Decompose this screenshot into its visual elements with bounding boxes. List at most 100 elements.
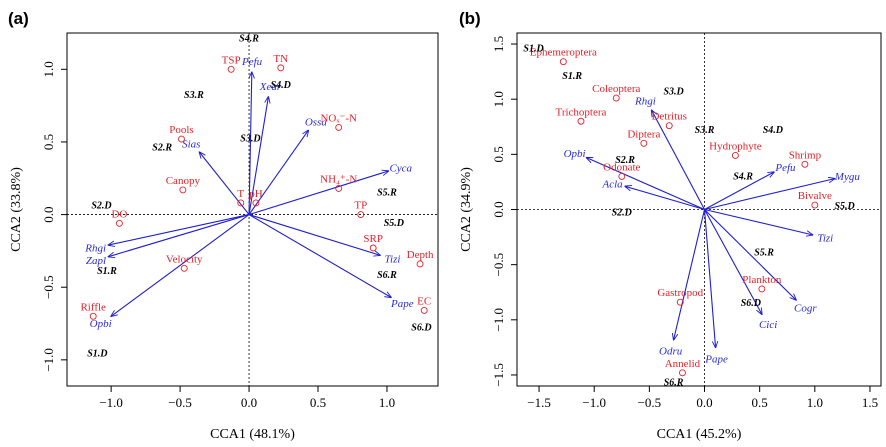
species-label-tizi: Tizi bbox=[817, 232, 833, 244]
env-marker bbox=[577, 117, 585, 125]
x-tick-label: −0.5 bbox=[168, 395, 192, 410]
site-label-s4-r: S4.R bbox=[733, 171, 753, 182]
species-label-odru: Odru bbox=[659, 345, 683, 357]
species-arrow-pefu bbox=[249, 72, 252, 215]
env-marker bbox=[277, 64, 285, 72]
env-marker bbox=[612, 94, 620, 102]
y-axis-title: CCA2 (34.9%) bbox=[459, 167, 474, 252]
species-arrow-tizi bbox=[248, 214, 380, 256]
site-label-s6-r: S6.R bbox=[377, 270, 397, 281]
env-marker bbox=[758, 285, 766, 293]
env-label: Odonate bbox=[603, 161, 640, 173]
env-label: Bivalve bbox=[798, 190, 832, 202]
site-label-s5-d: S5.D bbox=[384, 218, 404, 229]
env-marker bbox=[640, 139, 648, 147]
env-marker bbox=[335, 184, 343, 192]
env-label: Shrimp bbox=[789, 149, 822, 161]
species-arrow-xear bbox=[248, 97, 268, 215]
x-tick-label: −1.0 bbox=[99, 395, 123, 410]
y-axis-title: CCA2 (33.8%) bbox=[9, 167, 24, 252]
species-label-zapl: Zapl bbox=[86, 255, 106, 267]
site-label-s6-d: S6.D bbox=[411, 322, 431, 333]
species-label-pefu: Pefu bbox=[241, 56, 263, 68]
site-label-s2-r: S2.R bbox=[152, 142, 172, 153]
site-label-s3-r: S3.R bbox=[695, 125, 715, 136]
site-label-s6-r: S6.R bbox=[664, 378, 684, 389]
species-arrow-rhgi bbox=[108, 214, 250, 246]
species-label-cyca: Cyca bbox=[389, 163, 412, 175]
panel-letter: (a) bbox=[8, 9, 29, 28]
species-arrow-mygu bbox=[704, 179, 835, 211]
env-label: NH₄⁺-N bbox=[320, 173, 357, 185]
env-label: Depth bbox=[407, 249, 434, 261]
env-marker bbox=[665, 122, 673, 130]
site-label-s5-d: S5.D bbox=[834, 201, 854, 212]
species-arrow-cici bbox=[704, 209, 762, 315]
x-tick-label: −1.5 bbox=[527, 395, 551, 410]
site-label-s1-r: S1.R bbox=[562, 71, 582, 82]
x-tick-label: 1.0 bbox=[807, 395, 823, 410]
env-label: DO bbox=[111, 208, 127, 220]
y-tick-label: 0.5 bbox=[41, 134, 56, 150]
y-tick-label: 1.5 bbox=[491, 36, 506, 52]
env-marker bbox=[420, 307, 428, 314]
y-tick-label: −0.5 bbox=[41, 275, 56, 299]
env-marker bbox=[357, 211, 365, 219]
species-arrow-opbi bbox=[111, 214, 250, 317]
site-label-s4-d: S4.D bbox=[763, 125, 783, 136]
env-marker bbox=[179, 186, 187, 194]
species-label-sias: Sias bbox=[182, 139, 200, 151]
env-label: Detritus bbox=[651, 111, 686, 123]
env-marker bbox=[811, 201, 819, 209]
site-label-s5-r: S5.R bbox=[754, 247, 774, 258]
env-label: Gastropod bbox=[657, 287, 703, 299]
env-label: TP bbox=[354, 200, 367, 212]
species-arrow-zapl bbox=[108, 214, 250, 257]
species-label-rhgi: Rhgi bbox=[84, 242, 106, 254]
panel-letter: (b) bbox=[459, 9, 481, 28]
env-marker bbox=[618, 172, 626, 180]
species-label-rhgi: Rhgi bbox=[634, 96, 656, 108]
y-tick-label: 1.0 bbox=[41, 61, 56, 77]
species-arrow-opbi bbox=[586, 158, 705, 211]
env-label: Plankton bbox=[742, 274, 782, 286]
site-label-s1-d: S1.D bbox=[87, 349, 107, 360]
env-label: Velocity bbox=[166, 253, 203, 265]
env-label: SRP bbox=[363, 233, 383, 245]
env-marker bbox=[369, 244, 377, 252]
species-label-opbi: Opbi bbox=[90, 318, 112, 330]
env-marker bbox=[252, 199, 260, 207]
env-label: Trichoptera bbox=[556, 106, 607, 118]
env-marker bbox=[559, 58, 567, 66]
env-marker bbox=[335, 123, 343, 131]
site-label-s1-d: S1.D bbox=[523, 43, 543, 54]
env-marker bbox=[115, 219, 123, 227]
species-arrow-tizi bbox=[704, 208, 813, 235]
species-arrow-acla bbox=[625, 186, 705, 211]
x-axis-title: CCA1 (48.1%) bbox=[210, 427, 295, 442]
species-arrow-ossa bbox=[248, 130, 308, 215]
species-arrow-rhgi bbox=[652, 110, 706, 210]
species-arrow-pape bbox=[703, 209, 716, 348]
site-label-s3-d: S3.D bbox=[240, 134, 260, 145]
species-label-mygu: Mygu bbox=[834, 171, 861, 183]
species-arrow-odru bbox=[674, 209, 706, 340]
x-tick-label: 1.5 bbox=[862, 395, 878, 410]
y-tick-label: 0.0 bbox=[491, 201, 506, 217]
env-label: Coleoptera bbox=[592, 83, 640, 95]
y-tick-label: 1.0 bbox=[491, 91, 506, 107]
env-label: TSP bbox=[222, 54, 241, 66]
site-label-s4-r: S4.R bbox=[239, 33, 259, 44]
y-tick-label: −1.0 bbox=[491, 308, 506, 332]
species-label-opbi: Opbi bbox=[564, 148, 586, 160]
site-label-s2-d: S2.D bbox=[612, 208, 632, 219]
site-label-s2-r: S2.R bbox=[615, 155, 635, 166]
site-label-s3-d: S3.D bbox=[663, 86, 683, 97]
env-label: TN bbox=[273, 53, 288, 65]
species-arrow-sias bbox=[199, 152, 250, 215]
species-label-tizi: Tizi bbox=[385, 254, 401, 266]
env-label: Riffle bbox=[80, 301, 106, 313]
env-label: Annelid bbox=[665, 358, 701, 370]
species-arrow-cogr bbox=[704, 209, 797, 300]
